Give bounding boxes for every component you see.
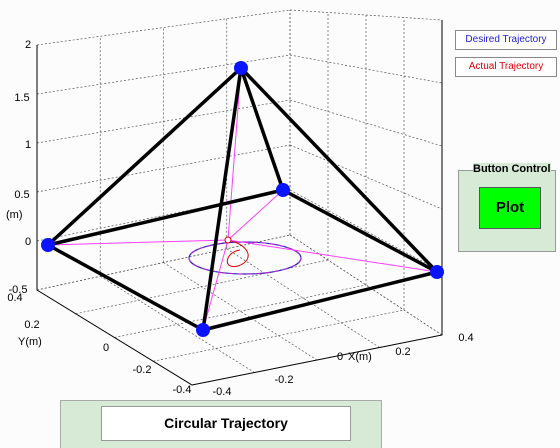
grid-line [36,144,291,193]
x-tick-label: 0.4 [458,332,473,344]
trajectory [188,239,302,275]
box-edges [36,20,443,386]
y-tick-label: 0 [103,342,109,354]
grid-line [36,189,291,242]
z-tick-label: 1 [25,139,31,151]
y-tick-label: 0.2 [24,319,39,331]
plot-button[interactable]: Plot [479,187,541,229]
cables [47,67,438,331]
grid-line [289,189,443,273]
z-label: (m) [6,209,23,221]
legend-desired: Desired Trajectory [455,30,557,50]
end-effector [224,236,232,244]
grid-line [289,9,443,21]
grid-line [289,144,443,210]
x-label: X(m) [348,351,372,363]
grid-line [36,9,291,46]
x-tick-label: 0.2 [395,346,410,358]
desired-circle-overlay [188,241,302,275]
y-tick-label: -0.2 [133,364,152,376]
panel-title: Button Control [473,163,551,175]
pyramid [46,66,439,332]
z-tick-label: -0.5 [9,284,28,296]
x-tick-label: -0.2 [275,374,294,386]
trajectory-title: Circular Trajectory [101,406,351,441]
y-label: Y(m) [18,336,42,348]
z-tick-label: 1.5 [14,92,29,104]
grid-line [36,99,291,144]
z-tick-label: 0 [25,236,31,248]
y-tick-label: -0.4 [173,384,192,396]
nodes [41,61,444,337]
axis-labels: (m) Y(m) X(m) 21.510.50-0.50.40.20-0.2-0… [6,39,474,398]
grid-line [289,99,443,147]
z-tick-label: 2 [25,39,31,51]
actual-path [226,239,249,268]
y-tick-label: 0.4 [7,292,22,304]
x-tick-label: -0.4 [213,386,232,398]
legend-actual: Actual Trajectory [455,57,557,77]
grid-line [75,259,329,315]
grid-line [36,234,291,291]
grid-line [36,54,291,95]
z-tick-label: 0.5 [14,189,29,201]
axis-edge [36,20,443,386]
x-tick-label: 0 [337,351,343,363]
grid-line [153,309,405,362]
button-panel: Button Control Plot [458,163,556,252]
grid-line [114,284,367,338]
bottom-panel: Circular Trajectory [60,400,382,448]
grid-line [289,54,443,84]
